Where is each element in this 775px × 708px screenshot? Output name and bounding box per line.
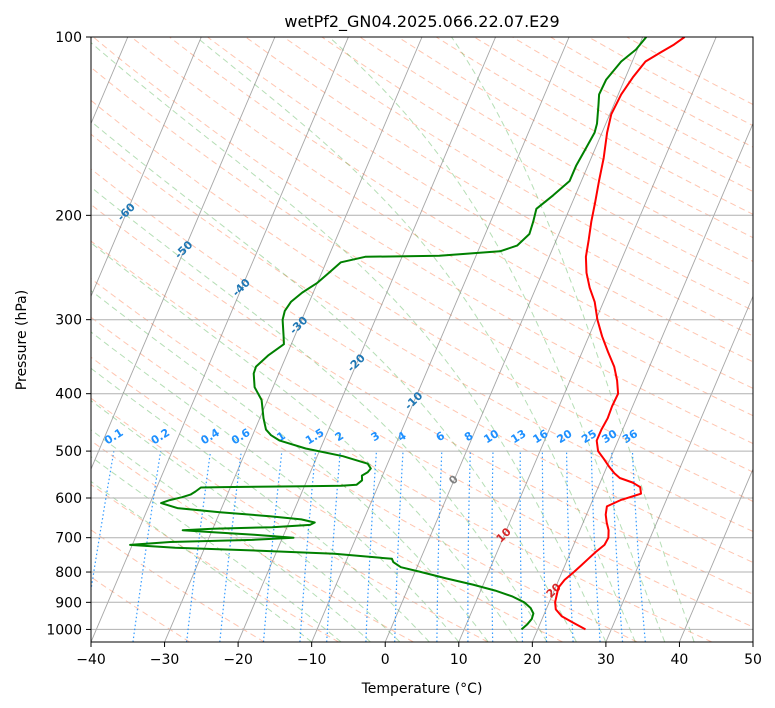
isotherm-line <box>91 37 202 298</box>
dry-adiabat-line <box>91 316 638 642</box>
dry-adiabat-line <box>91 483 340 642</box>
x-tick-label: 40 <box>671 652 689 668</box>
x-tick-label: −30 <box>150 652 180 668</box>
x-tick-label: 10 <box>450 652 468 668</box>
x-axis-ticks: −40 −30 −20 −10 0 10 20 30 40 50 <box>76 642 762 668</box>
moist-adiabat-line <box>91 290 489 642</box>
y-tick-label: 700 <box>55 531 82 547</box>
plot-frame <box>90 36 754 643</box>
y-tick-label: 500 <box>55 444 82 460</box>
x-tick-label: −40 <box>76 652 106 668</box>
x-tick-label: −20 <box>223 652 253 668</box>
mixing-ratio-line <box>91 451 115 594</box>
isotherm-line <box>458 37 717 642</box>
isotherm-line <box>91 37 276 471</box>
moist-adiabat-line <box>91 400 401 642</box>
sounding-series <box>129 37 686 631</box>
y-tick-label: 100 <box>55 30 82 46</box>
y-tick-label: 800 <box>55 565 82 581</box>
dry-adiabat-line <box>91 66 753 473</box>
dry-adiabat-line <box>91 99 753 502</box>
dry-adiabat-line <box>91 168 753 563</box>
dry-adiabat-line <box>91 133 753 533</box>
y-tick-label: 200 <box>55 208 82 224</box>
moist-adiabat-line <box>91 456 342 642</box>
isotherm-line <box>384 37 644 642</box>
isotherm-line <box>678 467 753 642</box>
x-tick-label: 20 <box>523 652 541 668</box>
moist-adiabat-line <box>91 120 577 642</box>
dry-adiabat-line <box>91 203 753 595</box>
x-tick-label: 0 <box>381 652 390 668</box>
isotherm-line <box>311 37 570 642</box>
isotherm-line <box>605 295 753 642</box>
moist-adiabat-line <box>91 242 519 642</box>
x-tick-label: 50 <box>744 652 762 668</box>
dry-adiabat-line <box>91 356 563 642</box>
moist-adiabat-line <box>91 42 607 642</box>
isotherm-line <box>91 37 349 642</box>
x-axis-label: Temperature (°C) <box>361 681 483 697</box>
moist-adiabat-line <box>451 37 695 642</box>
chart-title: wetPf2_GN04.2025.066.22.07.E29 <box>284 12 559 32</box>
dry-adiabat-line <box>131 37 753 417</box>
moist-adiabat-line <box>195 37 636 642</box>
temperature-profile-line <box>554 37 686 631</box>
dewpoint-profile-line <box>129 37 648 631</box>
y-tick-label: 300 <box>55 313 82 329</box>
y-tick-label: 400 <box>55 387 82 403</box>
dry-adiabat-line <box>245 37 753 337</box>
isotherm-line <box>237 37 497 642</box>
y-axis-label: Pressure (hPa) <box>14 290 30 390</box>
dry-adiabat-line <box>92 37 753 445</box>
x-tick-label: −10 <box>297 652 327 668</box>
dry-adiabat-line <box>207 37 753 363</box>
x-tick-label: 30 <box>597 652 615 668</box>
y-tick-label: 1000 <box>46 622 82 638</box>
isotherm-line <box>531 122 753 642</box>
y-tick-label: 600 <box>55 491 82 507</box>
y-tick-label: 900 <box>55 595 82 611</box>
moist-adiabat-line <box>91 429 371 642</box>
background-lines <box>91 37 753 642</box>
y-axis-ticks: 100 200 300 400 500 600 700 800 900 1000 <box>46 30 91 638</box>
dry-adiabat-line <box>283 37 753 312</box>
dry-adiabat-line <box>91 240 753 628</box>
moist-adiabat-line <box>328 37 666 642</box>
